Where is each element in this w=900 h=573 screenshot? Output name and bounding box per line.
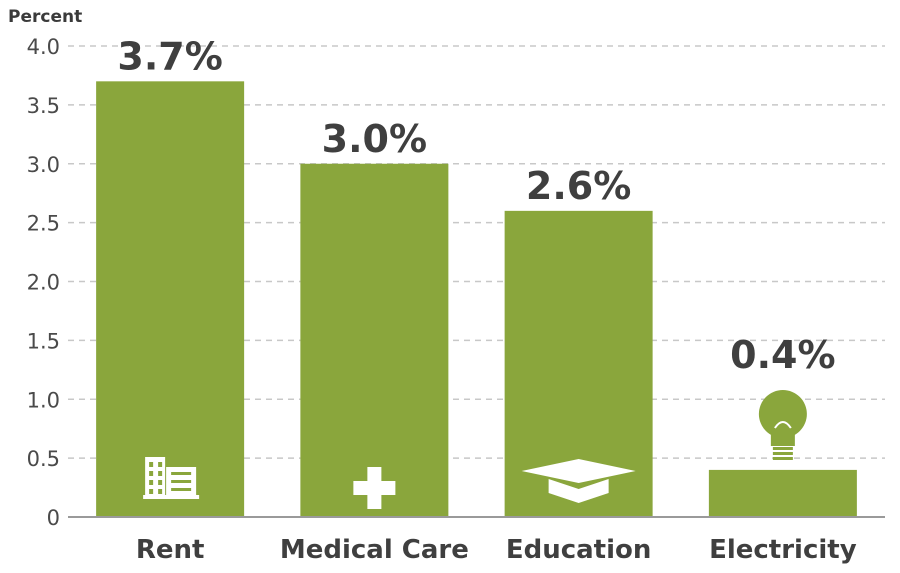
y-tick-label: 2.5 <box>27 212 60 236</box>
category-labels: Rent Medical Care Education Electricity <box>136 535 857 565</box>
building-icon-base <box>143 495 200 499</box>
category-label: Medical Care <box>280 535 469 565</box>
bar-group: 0.4% <box>708 333 857 517</box>
building-icon-window <box>158 480 163 485</box>
y-tick-label: 2.0 <box>27 271 60 295</box>
building-icon-window <box>149 462 154 467</box>
data-label: 0.4% <box>730 333 835 377</box>
building-icon-window <box>171 488 192 491</box>
building-icon-window <box>149 480 154 485</box>
data-label: 3.7% <box>117 34 222 78</box>
category-label: Rent <box>136 535 205 565</box>
medical-cross-icon <box>353 467 396 509</box>
bar <box>708 469 857 517</box>
bar <box>96 81 245 517</box>
y-tick-label: 0 <box>47 506 60 530</box>
data-label: 3.0% <box>322 117 427 161</box>
category-label: Education <box>506 535 652 565</box>
building-icon-window <box>158 489 163 494</box>
lightbulb-icon-globe <box>758 390 807 438</box>
y-tick-label: 1.0 <box>27 388 60 412</box>
bars: 3.7% 3.0% 2.6% 0.4% <box>96 34 857 517</box>
bar-group: 2.6% <box>504 164 653 517</box>
building-icon-window <box>171 480 192 483</box>
y-tick-label: 1.5 <box>27 329 60 353</box>
graduation-cap-icon-board <box>521 459 636 483</box>
y-tick-label: 4.0 <box>27 35 60 59</box>
lightbulb-icon-thread <box>772 457 793 460</box>
y-tick-labels: 0 0.5 1.0 1.5 2.0 2.5 3.0 3.5 4.0 <box>27 35 60 530</box>
lightbulb-icon <box>758 390 807 460</box>
bar-group: 3.7% <box>96 34 245 517</box>
y-tick-label: 0.5 <box>27 447 60 471</box>
building-icon-window <box>171 472 192 475</box>
graduation-cap-icon <box>521 459 636 503</box>
building-icon <box>143 457 200 499</box>
bar-group: 3.0% <box>300 117 449 517</box>
lightbulb-icon-filament <box>774 421 792 429</box>
graduation-cap-icon-band <box>548 479 609 503</box>
building-icon-window <box>149 489 154 494</box>
building-icon-window <box>158 471 163 476</box>
lightbulb-icon-thread <box>772 452 793 455</box>
building-icon-window <box>149 471 154 476</box>
lightbulb-icon-thread <box>772 447 793 450</box>
building-icon-window <box>158 462 163 467</box>
bar <box>300 163 449 517</box>
y-tick-label: 3.0 <box>27 153 60 177</box>
lightbulb-icon-neck <box>770 428 795 446</box>
data-label: 2.6% <box>526 164 631 208</box>
y-axis-label: Percent <box>8 7 82 27</box>
medical-cross-icon-horizontal <box>353 481 396 495</box>
category-label: Electricity <box>709 535 857 565</box>
y-tick-label: 3.5 <box>27 94 60 118</box>
